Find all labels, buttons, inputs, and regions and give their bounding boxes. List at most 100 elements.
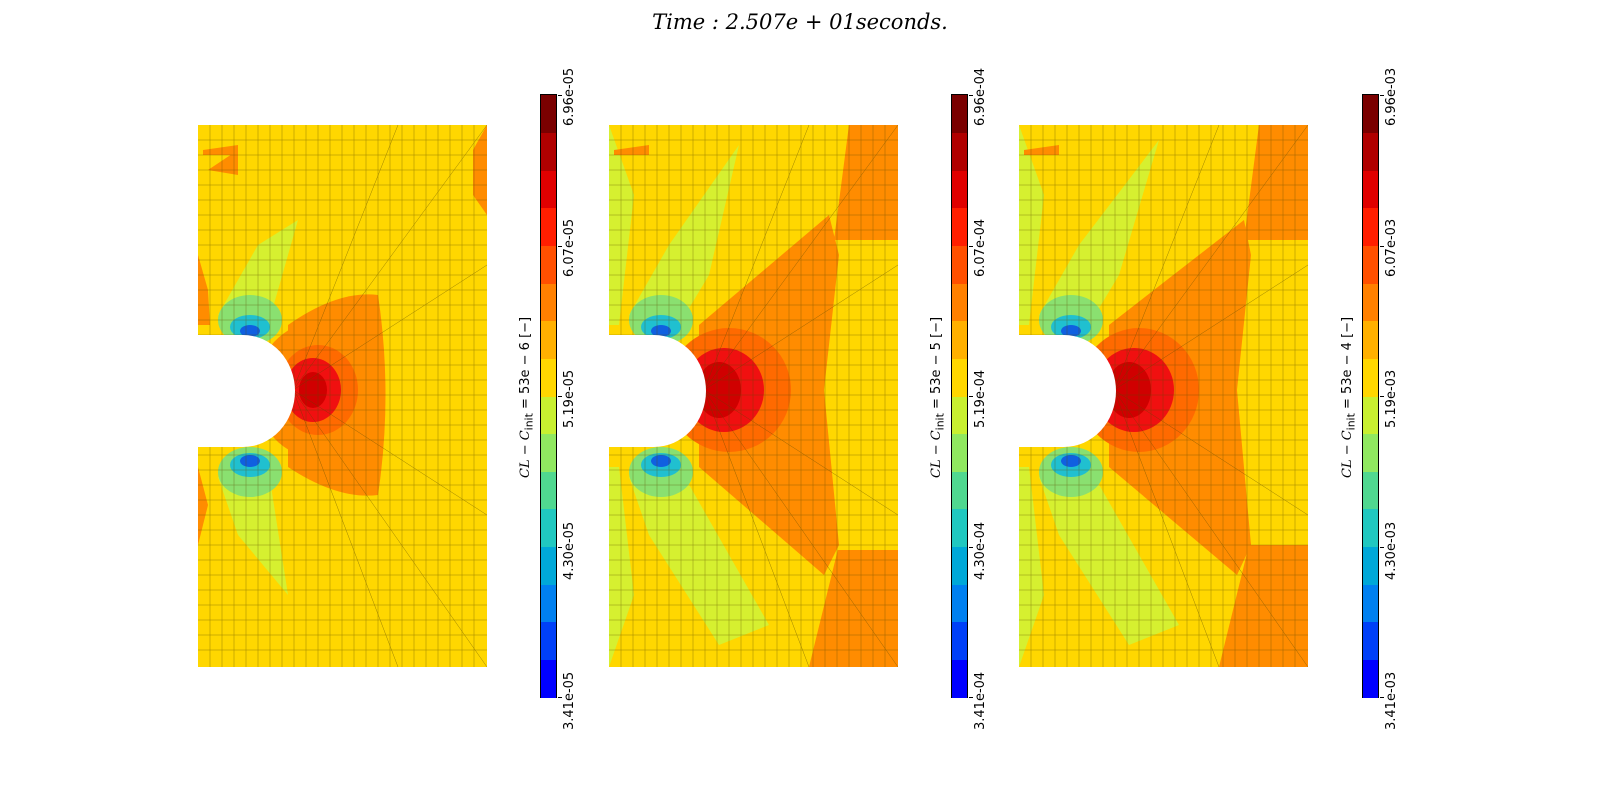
colorbar-3-tick-mark (1380, 95, 1384, 96)
colorbar-1-label-sub: init (522, 413, 536, 431)
colorbar-3-segment (1363, 358, 1378, 397)
colorbar-3-segment (1363, 621, 1378, 660)
colorbar-2-tick-4: 6.96e-04 (973, 67, 988, 126)
colorbar-2-segment (952, 132, 967, 171)
colorbar-2-tick-1: 4.30e-04 (973, 521, 988, 580)
colorbar-3-segment (1363, 433, 1378, 472)
colorbar-1-segment (541, 283, 556, 322)
colorbar-1-tick-mark (558, 396, 562, 397)
colorbar-3-segment (1363, 584, 1378, 623)
colorbar-1-tick-mark (558, 245, 562, 247)
colorbar-3-tick-mark (1380, 245, 1384, 247)
colorbar-1-segment (541, 433, 556, 472)
colorbar-3-segment (1363, 396, 1378, 435)
colorbar-3-segment (1363, 546, 1378, 585)
colorbar-1-segment (541, 508, 556, 547)
colorbar-2-label-rest: = 53e − 5 [−] (929, 316, 944, 414)
contour-plot-3 (1019, 125, 1308, 667)
colorbar-2-segment (952, 396, 967, 435)
colorbar-2-segment (952, 95, 967, 134)
colorbar-1-segment (541, 170, 556, 209)
colorbar-3-tick-3: 6.07e-03 (1384, 218, 1399, 277)
colorbar-3-label-rest: = 53e − 4 [−] (1340, 316, 1355, 414)
colorbar-2-tick-mark (969, 245, 973, 247)
colorbar-2-tick-2: 5.19e-04 (973, 369, 988, 428)
colorbar-2-segment (952, 358, 967, 397)
colorbar-3-tick-mark (1380, 546, 1384, 548)
colorbar-3-segment (1363, 245, 1378, 284)
colorbar-2-segment (952, 283, 967, 322)
colorbar-2-segment (952, 245, 967, 284)
colorbar-1-tick-2: 5.19e-05 (562, 369, 577, 428)
colorbar-3-tick-2: 5.19e-03 (1384, 369, 1399, 428)
colorbar-2-segment (952, 659, 967, 698)
colorbar-3-tick-4: 6.96e-03 (1384, 67, 1399, 126)
colorbar-2-tick-mark (969, 95, 973, 96)
colorbar-1-tick-mark (558, 95, 562, 96)
colorbar-3-segment (1363, 471, 1378, 510)
colorbar-2-segment (952, 207, 967, 246)
colorbar-1-segment (541, 245, 556, 284)
colorbar-1 (540, 94, 562, 698)
figure-title: Time : 2.507e + 01seconds. (652, 10, 948, 34)
colorbar-3-label-sub: init (1344, 413, 1358, 431)
colorbar-1-label-rest: = 53e − 6 [−] (518, 316, 533, 414)
contour-plot-2 (609, 125, 898, 667)
colorbar-1-segment (541, 396, 556, 435)
colorbar-2-segment (952, 170, 967, 209)
colorbar-2-segment (952, 584, 967, 623)
colorbar-1-segment (541, 320, 556, 359)
colorbar-1-segment (541, 358, 556, 397)
colorbar-1-segment (541, 207, 556, 246)
contour-panel-3 (1019, 125, 1308, 667)
colorbar-2-tick-mark (969, 396, 973, 397)
colorbar-1-segment (541, 546, 556, 585)
colorbar-3-segment (1363, 170, 1378, 209)
colorbar-1-tick-1: 4.30e-05 (562, 521, 577, 580)
colorbar-2-segment (952, 471, 967, 510)
colorbar-3-segment (1363, 659, 1378, 698)
colorbar-3-label: CL − Cinit = 53e − 4 [−] (1340, 317, 1358, 478)
colorbar-2-segment (952, 320, 967, 359)
colorbar-2-segment (952, 546, 967, 585)
colorbar-3-tick-0: 3.41e-03 (1384, 671, 1399, 730)
colorbar-3-segment (1363, 508, 1378, 547)
colorbar-3-segment (1363, 132, 1378, 171)
colorbar-1-tick-0: 3.41e-05 (562, 671, 577, 730)
colorbar-3-tick-mark (1380, 697, 1384, 698)
colorbar-1-segment (541, 659, 556, 698)
colorbar-3-label-main: CL − C (1340, 430, 1355, 478)
colorbar-3-tick-1: 4.30e-03 (1384, 521, 1399, 580)
colorbar-3-tick-mark (1380, 396, 1384, 397)
colorbar-2-label: CL − Cinit = 53e − 5 [−] (929, 317, 947, 478)
colorbar-1-tick-4: 6.96e-05 (562, 67, 577, 126)
colorbar-1-segment (541, 95, 556, 134)
colorbar-3 (1362, 94, 1384, 698)
colorbar-3-segment (1363, 95, 1378, 134)
contour-panel-1 (198, 125, 487, 667)
colorbar-2-label-main: CL − C (929, 430, 944, 478)
colorbar-1-label: CL − Cinit = 53e − 6 [−] (518, 317, 536, 478)
colorbar-1-segment (541, 621, 556, 660)
colorbar-1-segment (541, 132, 556, 171)
colorbar-3-segment (1363, 283, 1378, 322)
colorbar-2-segment (952, 621, 967, 660)
colorbar-3-segment (1363, 320, 1378, 359)
colorbar-1-segment (541, 471, 556, 510)
colorbar-1-label-main: CL − C (518, 430, 533, 478)
colorbar-2-tick-3: 6.07e-04 (973, 218, 988, 277)
colorbar-1-tick-mark (558, 546, 562, 548)
colorbar-2-tick-0: 3.41e-04 (973, 671, 988, 730)
colorbar-2-tick-mark (969, 546, 973, 548)
colorbar-1-tick-3: 6.07e-05 (562, 218, 577, 277)
colorbar-3-segment (1363, 207, 1378, 246)
colorbar-2 (951, 94, 973, 698)
contour-plot-1 (198, 125, 487, 667)
colorbar-1-segment (541, 584, 556, 623)
colorbar-1-tick-mark (558, 697, 562, 698)
contour-panel-2 (609, 125, 898, 667)
colorbar-2-segment (952, 508, 967, 547)
colorbar-2-label-sub: init (933, 413, 947, 431)
colorbar-2-segment (952, 433, 967, 472)
colorbar-2-tick-mark (969, 697, 973, 698)
